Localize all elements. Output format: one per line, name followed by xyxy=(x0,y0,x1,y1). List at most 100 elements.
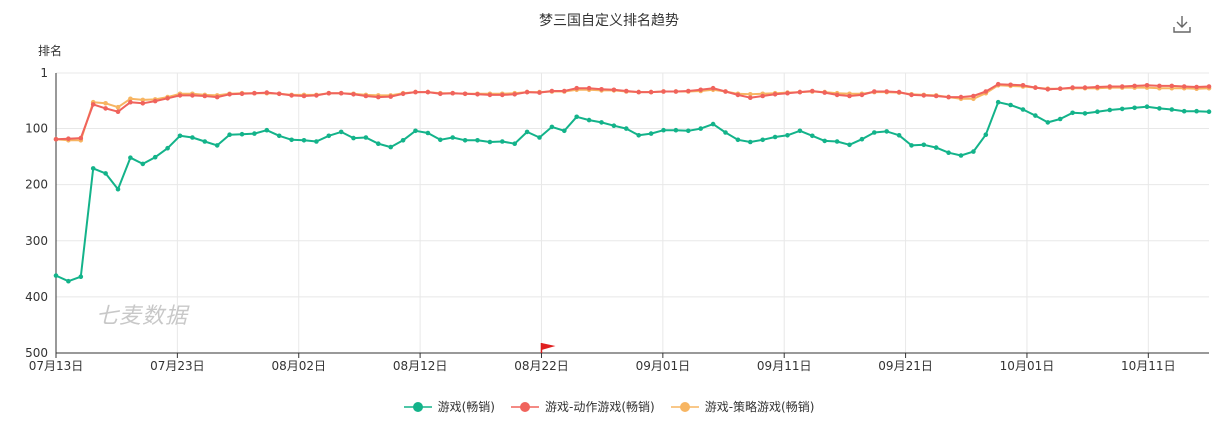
data-point-1 xyxy=(78,135,84,141)
y-tick-label: 1 xyxy=(40,66,48,80)
data-point-1 xyxy=(252,90,257,96)
data-point-0 xyxy=(698,126,703,131)
data-point-0 xyxy=(760,137,765,143)
data-point-1 xyxy=(909,92,914,98)
data-point-1 xyxy=(128,99,133,105)
data-point-1 xyxy=(413,89,418,95)
data-point-1 xyxy=(723,89,728,94)
data-point-0 xyxy=(1169,107,1175,112)
data-point-0 xyxy=(500,139,505,144)
data-point-0 xyxy=(487,139,493,145)
data-point-0 xyxy=(921,142,927,148)
x-tick-label: 10月01日 xyxy=(1000,359,1055,373)
data-point-0 xyxy=(723,130,728,135)
data-point-1 xyxy=(190,93,195,98)
data-point-0 xyxy=(413,128,418,134)
legend-item-strategy[interactable]: 游戏-策略游戏(畅销) xyxy=(670,398,814,415)
x-tick-label: 08月22日 xyxy=(514,359,569,373)
data-point-1 xyxy=(202,93,208,99)
data-point-0 xyxy=(599,120,604,125)
data-point-0 xyxy=(772,134,778,140)
data-point-0 xyxy=(574,114,579,120)
data-point-1 xyxy=(710,85,716,91)
data-point-0 xyxy=(53,273,59,278)
data-point-0 xyxy=(90,166,96,171)
data-point-1 xyxy=(1194,84,1199,90)
data-point-0 xyxy=(524,129,530,135)
data-point-0 xyxy=(276,133,282,139)
data-point-1 xyxy=(822,90,827,95)
data-point-1 xyxy=(239,91,245,97)
data-point-0 xyxy=(512,141,517,146)
data-point-0 xyxy=(264,127,270,133)
data-point-1 xyxy=(1181,84,1187,89)
data-point-1 xyxy=(958,94,964,100)
data-point-2 xyxy=(115,104,121,110)
data-point-0 xyxy=(834,139,840,144)
data-point-0 xyxy=(214,143,220,148)
data-point-1 xyxy=(896,89,902,95)
data-point-1 xyxy=(462,91,468,97)
data-point-0 xyxy=(933,145,939,150)
data-point-0 xyxy=(748,139,753,145)
legend-item-overall[interactable]: 游戏(畅销) xyxy=(403,398,495,415)
data-point-0 xyxy=(1057,116,1063,122)
data-point-0 xyxy=(438,137,443,143)
data-point-0 xyxy=(648,131,654,136)
legend-swatch-overall xyxy=(403,401,432,412)
data-point-0 xyxy=(450,135,456,140)
data-point-1 xyxy=(115,109,121,114)
data-point-0 xyxy=(1157,106,1162,111)
data-point-0 xyxy=(1020,107,1026,112)
data-point-1 xyxy=(512,92,517,97)
data-point-1 xyxy=(772,92,778,97)
data-point-1 xyxy=(562,88,567,94)
data-point-0 xyxy=(128,155,133,160)
data-point-2 xyxy=(140,97,146,103)
data-point-1 xyxy=(785,90,790,96)
data-point-1 xyxy=(859,92,865,98)
data-point-1 xyxy=(760,93,765,99)
data-point-0 xyxy=(78,274,84,280)
data-point-1 xyxy=(748,95,753,100)
data-point-0 xyxy=(227,132,232,137)
data-point-0 xyxy=(475,138,480,143)
data-point-1 xyxy=(264,90,270,95)
data-point-0 xyxy=(363,135,369,140)
data-point-1 xyxy=(289,93,294,98)
data-point-0 xyxy=(896,133,902,138)
data-point-0 xyxy=(624,126,629,131)
red-flag-icon[interactable] xyxy=(540,343,556,353)
data-point-0 xyxy=(376,141,381,146)
x-tick-label: 10月11日 xyxy=(1121,359,1176,373)
data-point-1 xyxy=(946,94,951,100)
x-tick-label: 07月13日 xyxy=(29,359,84,373)
data-point-0 xyxy=(425,130,431,136)
data-point-1 xyxy=(1057,86,1063,91)
data-point-0 xyxy=(686,128,691,134)
data-point-0 xyxy=(1045,120,1051,125)
data-point-1 xyxy=(735,92,741,98)
download-icon[interactable] xyxy=(1172,14,1192,34)
x-tick-label: 07月23日 xyxy=(150,359,205,373)
data-point-0 xyxy=(252,131,257,136)
y-tick-label: 500 xyxy=(25,346,48,360)
data-point-0 xyxy=(289,137,294,143)
data-point-1 xyxy=(624,88,629,94)
data-point-1 xyxy=(487,92,493,98)
data-point-1 xyxy=(673,89,679,94)
y-tick-label: 400 xyxy=(25,290,48,304)
legend-item-action[interactable]: 游戏-动作游戏(畅销) xyxy=(510,398,655,415)
y-tick-label: 200 xyxy=(25,178,48,192)
data-point-0 xyxy=(1107,107,1113,113)
data-point-0 xyxy=(1008,102,1013,108)
data-point-0 xyxy=(66,278,71,284)
data-point-1 xyxy=(475,92,480,97)
data-point-0 xyxy=(165,145,170,151)
series-line-1 xyxy=(55,83,1210,141)
data-point-1 xyxy=(400,91,406,97)
data-point-0 xyxy=(190,135,195,140)
data-point-1 xyxy=(884,89,889,94)
legend-swatch-strategy xyxy=(670,401,699,412)
